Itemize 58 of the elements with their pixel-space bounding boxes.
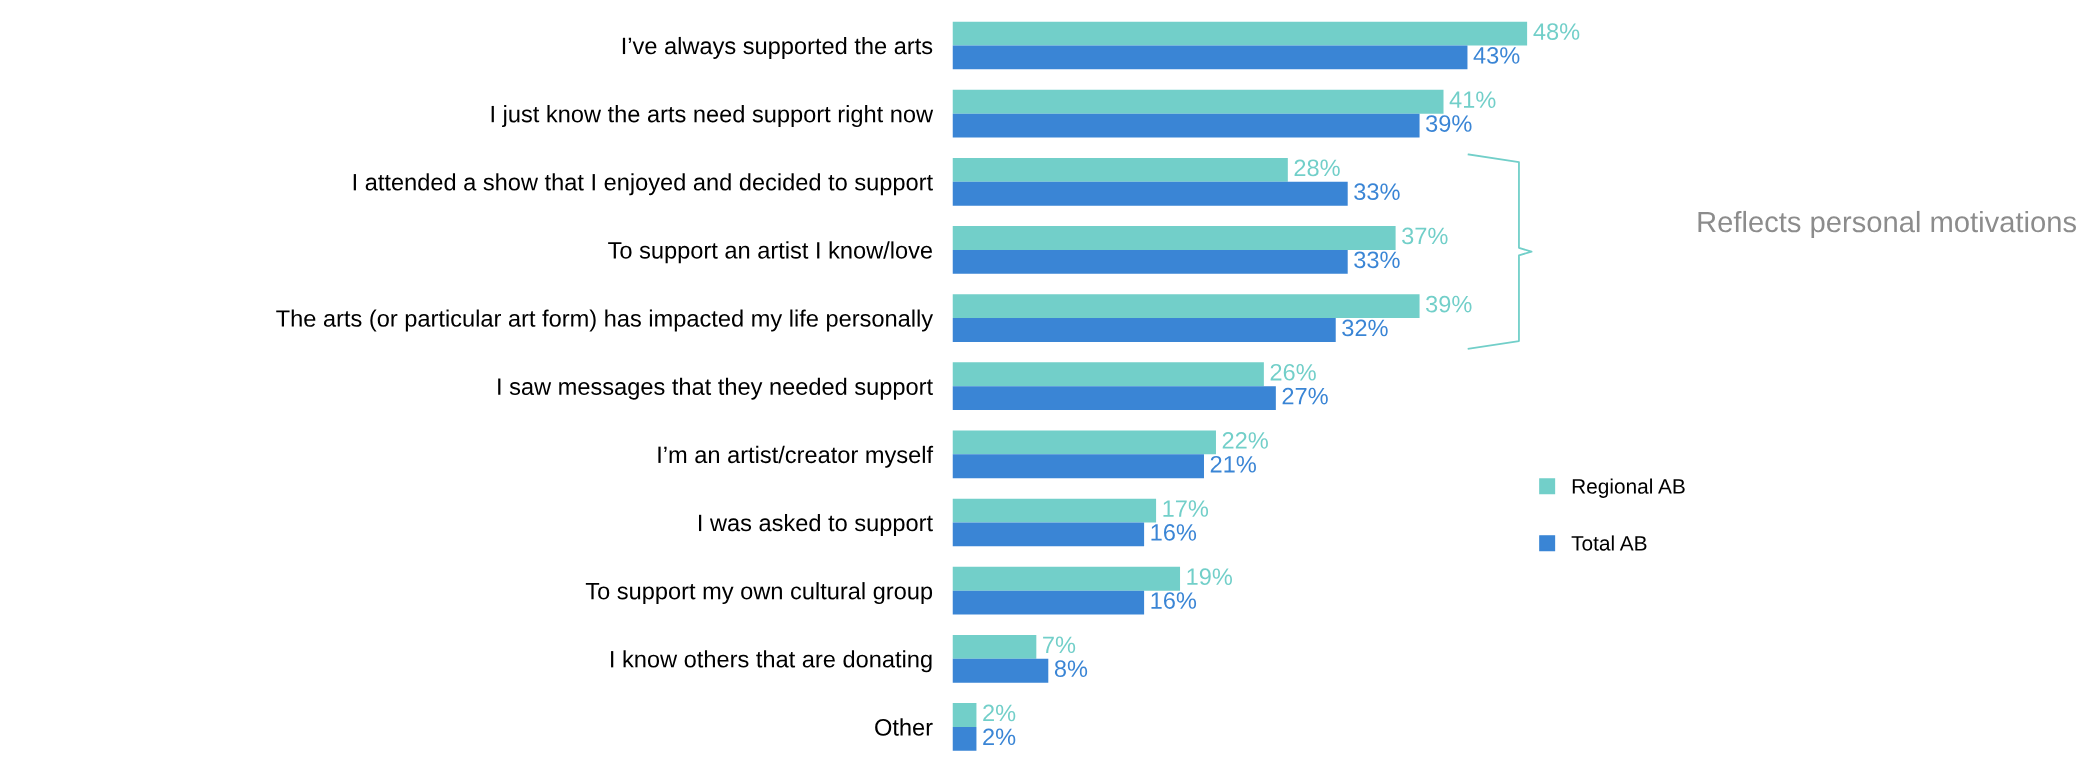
data-label: 33% [1354, 251, 1400, 269]
data-label: 28% [1294, 159, 1340, 177]
legend-label: Total AB [1571, 535, 1647, 551]
bar [952, 726, 977, 751]
data-label: 32% [1342, 319, 1388, 337]
bar [952, 226, 1396, 250]
data-label: 7% [1043, 636, 1076, 654]
data-label: 26% [1270, 363, 1316, 381]
text: Reflects personal motivations [1698, 210, 2076, 239]
data-label: 16% [1151, 524, 1197, 541]
legend-label: Regional AB [1572, 478, 1685, 498]
data-label: 37% [1402, 227, 1448, 245]
y-tick-label: The arts (or particular art form) has impacted my life personally [276, 309, 934, 332]
bar [952, 113, 1420, 138]
data-label: 22% [1222, 432, 1268, 449]
data-label: 17% [1163, 500, 1209, 517]
y-tick-label: Other [875, 718, 933, 736]
bar [952, 590, 1145, 615]
bar [952, 181, 1348, 206]
data-label: 2% [983, 728, 1016, 746]
bar [952, 386, 1276, 411]
y-tick-label: I saw messages that they needed support [498, 377, 933, 400]
bar [952, 566, 1181, 591]
y-tick-label: I just know the arts need support right now [491, 105, 934, 128]
bar [952, 89, 1444, 114]
data-label: 43% [1473, 47, 1520, 64]
bar [952, 430, 1216, 455]
data-label: 33% [1354, 183, 1400, 201]
y-tick-label: I’ve always supported the arts [622, 36, 933, 59]
bar [952, 294, 1420, 319]
bar [952, 45, 1468, 70]
data-label: 19% [1187, 568, 1233, 586]
bar [952, 658, 1049, 683]
y-tick-label: To support my own cultural group [585, 582, 933, 605]
y-tick-label: I’m an artist/creator myself [658, 445, 934, 468]
bar [952, 703, 977, 727]
data-label: 2% [983, 704, 1016, 722]
data-label: 39% [1426, 295, 1472, 313]
bar [952, 522, 1145, 547]
bar [952, 21, 1528, 46]
data-label: 8% [1054, 660, 1088, 678]
bar [952, 362, 1264, 387]
y-tick-label: To support an artist I know/love [608, 241, 933, 264]
y-tick-label: I know others that are donating [611, 650, 932, 673]
bar [952, 634, 1037, 659]
bar [952, 157, 1288, 182]
bar [952, 249, 1348, 274]
data-label: 21% [1210, 455, 1256, 473]
data-label: 39% [1426, 115, 1472, 132]
bar [952, 498, 1157, 523]
bar [952, 318, 1336, 342]
bar [952, 454, 1204, 479]
data-label: 16% [1151, 592, 1197, 609]
y-tick-label: I attended a show that I enjoyed and decided to support [353, 173, 933, 196]
y-tick-label: I was asked to support [699, 513, 933, 536]
data-label: 48% [1533, 23, 1580, 40]
data-label: 27% [1282, 387, 1328, 405]
data-label: 41% [1449, 91, 1496, 108]
